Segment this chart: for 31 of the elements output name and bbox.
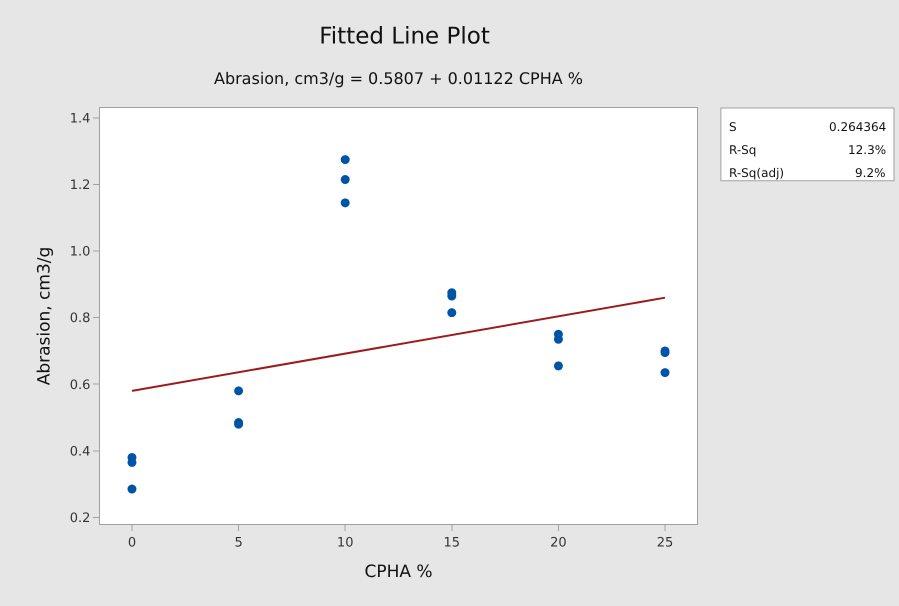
y-tick-label: 0.4	[70, 444, 90, 460]
point	[340, 198, 350, 208]
text: R-Sq	[729, 143, 756, 157]
x-tick-label: 0	[128, 536, 136, 551]
text: S	[729, 120, 737, 134]
chart-title: Fitted Line Plot	[319, 23, 490, 50]
text: R-Sq(adj)	[729, 166, 784, 180]
y-tick-label: 1.0	[70, 244, 90, 260]
text: 0.264364	[829, 120, 886, 134]
point	[447, 308, 456, 318]
y-tick-label: 0.2	[70, 510, 90, 526]
x-tick-label: 20	[550, 536, 567, 551]
point	[340, 155, 350, 164]
x-tick-label: 15	[444, 536, 460, 551]
x-tick-label: 25	[656, 536, 674, 551]
text: 9.2%	[855, 166, 886, 180]
point	[554, 361, 563, 370]
text: 12.3%	[848, 143, 886, 157]
y-tick-label: 0.8	[70, 311, 90, 326]
x-axis-title: CPHA %	[364, 562, 433, 582]
y-tick-label: 1.4	[70, 112, 90, 127]
chart-subtitle: Abrasion, cm3/g = 0.5807 + 0.01122 CPHA %	[214, 69, 583, 88]
x-tick-label: 10	[336, 536, 354, 551]
y-axis-title: Abrasion, cm3/g	[34, 246, 54, 386]
y-tick-label: 0.6	[70, 378, 90, 393]
x-tick-label: 5	[234, 536, 243, 551]
point	[660, 368, 670, 378]
point	[340, 175, 350, 184]
y-tick-label: 1.2	[70, 178, 90, 194]
point	[127, 484, 136, 494]
point	[234, 386, 244, 396]
